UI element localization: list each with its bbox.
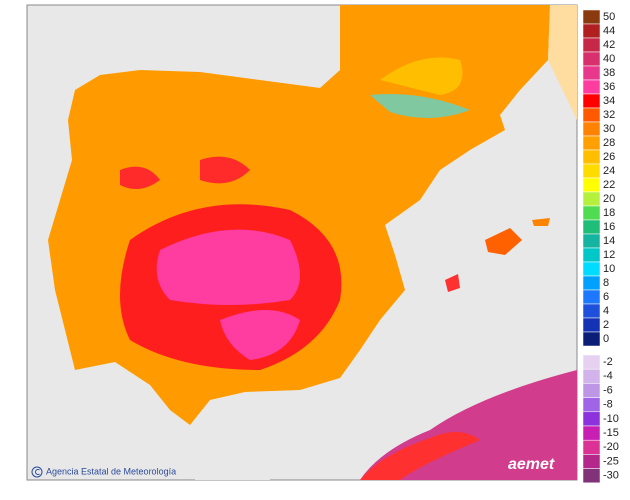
- legend-swatch: [582, 411, 601, 427]
- legend-label: -20: [603, 441, 619, 453]
- legend-swatch: [582, 177, 601, 193]
- legend-label: 10: [603, 263, 615, 275]
- legend-swatch: [582, 135, 601, 151]
- legend-label: -30: [603, 470, 619, 482]
- island: [485, 228, 522, 255]
- legend-label: 4: [603, 305, 609, 317]
- legend-swatch: [582, 37, 601, 53]
- legend-swatch: [582, 107, 601, 123]
- legend-swatch: [582, 247, 601, 263]
- legend-swatch: [582, 425, 601, 441]
- legend-swatch: [582, 219, 601, 235]
- highland: [380, 57, 463, 95]
- legend-label: -8: [603, 399, 613, 411]
- island: [445, 274, 460, 292]
- hottest-area: [220, 310, 300, 360]
- legend-label: 2: [603, 319, 609, 331]
- legend-swatch: [582, 354, 601, 370]
- legend-swatch: [582, 261, 601, 277]
- legend-swatch: [582, 23, 601, 39]
- legend-label: 28: [603, 137, 615, 149]
- legend-label: -4: [603, 370, 613, 382]
- legend-swatch: [582, 275, 601, 291]
- credit-text: Agencia Estatal de Meteorología: [46, 466, 176, 476]
- legend-swatch: [582, 331, 601, 347]
- legend-swatch: [582, 397, 601, 413]
- legend-label: 24: [603, 165, 615, 177]
- hot-area: [120, 166, 160, 189]
- legend-label: 38: [603, 67, 615, 79]
- legend-label: 42: [603, 39, 615, 51]
- france-east: [548, 5, 577, 120]
- legend-label: -25: [603, 455, 619, 467]
- legend-label: -10: [603, 413, 619, 425]
- hot-area: [200, 156, 250, 184]
- land: [48, 5, 577, 480]
- legend-label: -6: [603, 384, 613, 396]
- legend-swatch: [582, 163, 601, 179]
- copyright-icon: [31, 466, 43, 478]
- legend-label: 8: [603, 277, 609, 289]
- legend-swatch: [582, 93, 601, 109]
- legend-swatch: [582, 468, 601, 484]
- legend-swatch: [582, 205, 601, 221]
- legend-label: -15: [603, 427, 619, 439]
- island: [532, 218, 550, 226]
- logo: aemet: [508, 456, 555, 473]
- legend-label: 0: [603, 333, 609, 345]
- legend-swatch: [582, 383, 601, 398]
- legend-label: 50: [603, 11, 615, 23]
- legend-swatch: [582, 317, 601, 333]
- legend-swatch: [582, 289, 601, 305]
- legend-label: 22: [603, 179, 615, 191]
- legend-swatch: [582, 149, 601, 165]
- copyright-icon: [35, 469, 40, 475]
- legend-label: 36: [603, 81, 615, 93]
- legend-label: 30: [603, 123, 615, 135]
- legend-label: 16: [603, 221, 615, 233]
- legend-label: 12: [603, 249, 615, 261]
- legend-swatch: [582, 454, 601, 469]
- legend-label: 18: [603, 207, 615, 219]
- legend-swatch: [582, 51, 601, 67]
- legend-swatch: [582, 121, 601, 137]
- legend-label: 32: [603, 109, 615, 121]
- legend-swatch: [582, 303, 601, 319]
- legend-label: 20: [603, 193, 615, 205]
- legend-label: 6: [603, 291, 609, 303]
- africa-coast: [360, 431, 480, 480]
- credit: Agencia Estatal de Meteorología aemet: [31, 456, 555, 478]
- legend-swatch: [582, 65, 601, 81]
- legend-swatch: [582, 439, 601, 455]
- legend-swatch: [582, 79, 601, 95]
- legend-swatch: [582, 368, 601, 384]
- legend-label: 14: [603, 235, 615, 247]
- pyrenees: [370, 94, 470, 119]
- hottest-area: [156, 229, 300, 305]
- legend: 5044424038363432302826242220181614121086…: [582, 9, 619, 484]
- strait: [195, 440, 270, 480]
- legend-swatch: [582, 233, 601, 249]
- legend-label: 40: [603, 53, 615, 65]
- legend-swatch: [582, 191, 601, 207]
- legend-label: 44: [603, 25, 615, 37]
- legend-label: -2: [603, 356, 613, 368]
- legend-swatch: [582, 9, 601, 25]
- legend-label: 26: [603, 151, 615, 163]
- legend-label: 34: [603, 95, 615, 107]
